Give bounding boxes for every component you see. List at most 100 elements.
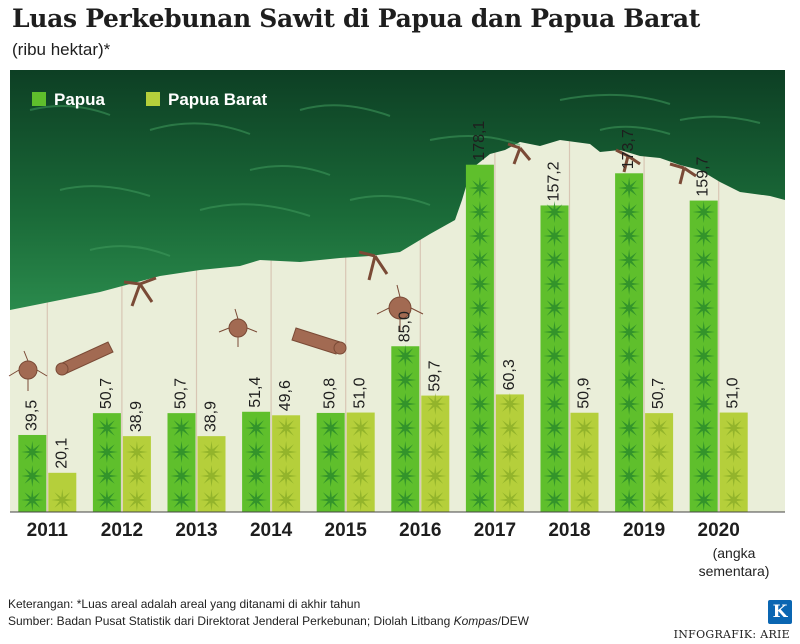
root-3 (507, 142, 532, 165)
palm-leaf (21, 465, 44, 487)
palm-leaf (275, 489, 298, 511)
palm-leaf (618, 177, 641, 199)
palm-leaf (394, 369, 417, 391)
bar-group (197, 436, 226, 512)
palm-leaf (692, 273, 715, 295)
palm-leaf (498, 441, 521, 463)
x-tick-label: 2018 (548, 520, 590, 541)
bar-group (391, 345, 420, 512)
palm-leaf (618, 297, 641, 319)
value-label: 51,0 (725, 377, 742, 408)
x-tick-label: 2016 (399, 520, 441, 541)
bar-group (540, 201, 569, 512)
palm-leaf (722, 417, 745, 439)
x-tick-note-line-1: (angka (713, 545, 756, 561)
value-label: 51,4 (247, 377, 264, 408)
palm-leaf (498, 417, 521, 439)
palm-leaf (319, 489, 342, 511)
palm-leaf (543, 321, 566, 343)
palm-leaf (692, 321, 715, 343)
palm-leaf (618, 369, 641, 391)
palm-leaf (468, 393, 491, 415)
palm-leaf (319, 465, 342, 487)
palm-leaf (618, 441, 641, 463)
palm-leaf (245, 489, 268, 511)
palm-leaf (618, 201, 641, 223)
value-labels: 39,5 20,1 50,7 38,9 50,7 38,9 51,4 49,6 50,8 51,0… (23, 121, 741, 469)
palm-leaf (573, 489, 596, 511)
bar-chart: Papua Papua Barat 39,5 20,1 50,7 38,9 50,7 38… (8, 70, 785, 579)
palm-leaf (424, 417, 447, 439)
palm-leaf (468, 321, 491, 343)
palm-leaf (424, 441, 447, 463)
x-tick-label: 2011 (27, 520, 69, 541)
palm-leaf (468, 441, 491, 463)
palm-leaf (618, 345, 641, 367)
palm-leaf (468, 225, 491, 247)
palm-leaf (394, 417, 417, 439)
palm-leaf (319, 441, 342, 463)
palm-leaf (498, 393, 521, 415)
palm-leaf (275, 465, 298, 487)
palm-leaf (573, 441, 596, 463)
palm-leaf (170, 441, 193, 463)
palm-leaf (543, 393, 566, 415)
source-note: Sumber: Badan Pusat Statistik dari Direk… (8, 614, 529, 628)
bar-group (122, 436, 151, 512)
value-label: 178,1 (471, 121, 488, 161)
bar-group (645, 413, 674, 512)
palm-leaf (543, 417, 566, 439)
palm-leaf (200, 441, 223, 463)
palm-leaf (200, 489, 223, 511)
value-label: 60,3 (501, 359, 518, 390)
palm-leaf (95, 489, 118, 511)
palm-leaf (394, 441, 417, 463)
palm-leaf (170, 417, 193, 439)
palm-leaf (543, 369, 566, 391)
palm-leaf (394, 393, 417, 415)
palm-leaf (648, 465, 671, 487)
palm-leaf (543, 297, 566, 319)
palm-leaf (543, 441, 566, 463)
bar-group (242, 411, 271, 512)
palm-leaf (468, 489, 491, 511)
palm-leaf (692, 345, 715, 367)
palm-leaf (543, 489, 566, 511)
x-tick-label: 2012 (101, 520, 143, 541)
palm-leaf (95, 417, 118, 439)
palm-leaf (125, 441, 148, 463)
palm-leaf (170, 465, 193, 487)
palm-leaf (498, 489, 521, 511)
palm-leaf (275, 441, 298, 463)
palm-leaf (349, 441, 372, 463)
value-label: 50,7 (650, 378, 667, 409)
palm-leaf (618, 393, 641, 415)
palm-leaf (692, 225, 715, 247)
palm-leaf (349, 489, 372, 511)
palm-leaf (722, 489, 745, 511)
source-suffix: /DEW (497, 614, 529, 628)
palm-leaf (543, 225, 566, 247)
root-4 (615, 148, 641, 173)
palm-leaf (394, 345, 417, 367)
value-label: 50,7 (98, 378, 115, 409)
bar-group (346, 412, 375, 512)
palm-leaf (468, 369, 491, 391)
palm-leaf (349, 417, 372, 439)
palm-leaf (170, 489, 193, 511)
palm-leaf (692, 297, 715, 319)
x-tick-label: 2015 (325, 520, 368, 541)
palm-leaf (573, 417, 596, 439)
palm-leaf (424, 489, 447, 511)
palm-leaf (618, 225, 641, 247)
value-label: 38,9 (203, 401, 220, 432)
palm-leaf (125, 465, 148, 487)
bar-group (719, 412, 748, 512)
bar-group (465, 164, 494, 512)
palm-leaf (468, 345, 491, 367)
log-2 (291, 327, 347, 355)
value-label: 50,9 (576, 378, 593, 409)
palm-leaf (468, 465, 491, 487)
palm-leaf (692, 465, 715, 487)
value-label: 50,7 (173, 378, 190, 409)
